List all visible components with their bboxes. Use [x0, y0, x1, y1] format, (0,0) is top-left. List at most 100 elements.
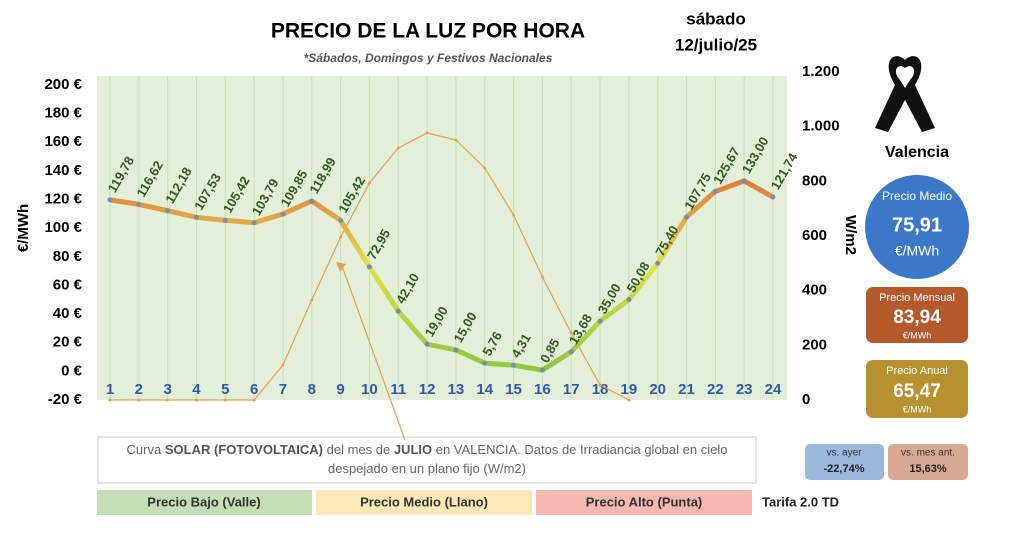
note-text: Curva SOLAR (FOTOVOLTAICA) del mes de JU… — [104, 440, 750, 478]
y-tick-label: 180 € — [44, 105, 82, 122]
price-point — [770, 194, 776, 200]
price-point — [280, 211, 286, 217]
solar-point — [137, 398, 141, 402]
y-axis-label: €/MWh — [15, 204, 32, 252]
y-tick-label: 160 € — [44, 133, 82, 150]
legend-high-text: Precio Alto (Punta) — [586, 494, 703, 509]
day: sábado — [686, 9, 746, 28]
solar-point — [223, 398, 227, 402]
solar-point — [166, 398, 170, 402]
x-tick-label: 6 — [250, 381, 258, 398]
y2-tick-label: 400 — [802, 282, 827, 299]
plot-area — [97, 76, 787, 400]
solar-point — [252, 398, 256, 402]
y-tick-label: 0 € — [61, 362, 83, 379]
y2-tick-label: 800 — [802, 172, 827, 189]
price-point — [712, 188, 718, 194]
vs-month-label: vs. mes ant. — [901, 448, 955, 459]
solar-point — [512, 213, 516, 217]
x-tick-label: 16 — [534, 381, 551, 398]
avg-circle — [865, 175, 969, 279]
note-box — [97, 436, 757, 484]
note-part: en VALENCIA. Datos de Irradiancia global… — [327, 442, 728, 476]
price-point — [193, 214, 199, 220]
solar-point — [598, 383, 602, 387]
legend-mid — [316, 490, 532, 515]
x-tick-label: 18 — [592, 381, 609, 398]
price-point — [453, 347, 459, 353]
x-tick-label: 14 — [476, 381, 493, 398]
x-tick-label: 7 — [279, 381, 287, 398]
legend-low — [97, 490, 312, 515]
vs-month: 15,63% — [909, 463, 947, 475]
price-point — [684, 214, 690, 220]
x-tick-label: 21 — [678, 381, 695, 398]
price-point — [511, 362, 517, 368]
price-point — [539, 367, 545, 373]
y2-tick-label: 0 — [802, 391, 810, 408]
price-point — [136, 201, 142, 207]
y2-axis-label: W/m2 — [842, 215, 859, 255]
y-tick-label: 120 € — [44, 191, 82, 208]
note-part: del mes de — [323, 442, 394, 457]
note: Curva SOLAR (FOTOVOLTAICA) del mes de JU… — [104, 440, 750, 478]
legend-low-text: Precio Bajo (Valle) — [147, 494, 260, 509]
price-point — [338, 217, 344, 223]
price-point — [424, 341, 430, 347]
x-tick-label: 10 — [361, 381, 378, 398]
x-tick-label: 11 — [390, 381, 406, 398]
price-point — [741, 178, 747, 184]
solar-point — [108, 398, 112, 402]
price-point — [165, 208, 171, 214]
month-label: Precio Mensual — [879, 292, 955, 304]
price-point — [251, 220, 257, 226]
x-tick-label: 17 — [563, 381, 580, 398]
solar-point — [367, 181, 371, 185]
vs-day-box — [805, 444, 884, 480]
vs-day: -22,74% — [824, 463, 865, 475]
y-tick-label: 200 € — [44, 76, 82, 93]
year-box — [866, 360, 968, 418]
vs-day-label: vs. ayer — [826, 448, 862, 459]
x-tick-label: 20 — [649, 381, 666, 398]
x-tick-label: 3 — [163, 381, 171, 398]
city: Valencia — [885, 144, 949, 161]
solar-point — [425, 131, 429, 135]
price-point — [107, 197, 113, 203]
year-value: 65,47 — [893, 381, 941, 402]
year-label: Precio Anual — [886, 365, 948, 377]
date: 12/julio/25 — [675, 35, 757, 54]
x-tick-label: 24 — [765, 381, 782, 398]
y2-tick-label: 1.200 — [802, 63, 840, 80]
price-point — [366, 264, 372, 270]
x-tick-label: 15 — [505, 381, 522, 398]
note-part: JULIO — [393, 442, 433, 457]
ribbon-icon — [875, 56, 935, 132]
x-tick-label: 13 — [448, 381, 465, 398]
price-point — [395, 308, 401, 314]
x-tick-label: 12 — [419, 381, 436, 398]
x-tick-label: 2 — [135, 381, 143, 398]
price-line — [109, 178, 775, 373]
solar-point — [454, 138, 458, 142]
price-point — [597, 318, 603, 324]
x-tick-label: 4 — [192, 381, 201, 398]
x-tick-label: 22 — [707, 381, 724, 398]
note-part: SOLAR (FOTOVOLTAICA) — [164, 442, 323, 457]
chart-title: PRECIO DE LA LUZ POR HORA — [271, 20, 585, 43]
y-tick-label: 140 € — [44, 162, 82, 179]
x-tick-label: 19 — [621, 381, 638, 398]
y-tick-label: -20 € — [48, 391, 83, 408]
month-box — [866, 287, 968, 343]
note-part: Curva — [126, 442, 165, 457]
price-point — [626, 297, 632, 303]
solar-point — [483, 166, 487, 170]
solar-point — [569, 331, 573, 335]
avg-label: Precio Medio — [882, 189, 952, 203]
legend-mid-text: Precio Medio (Llano) — [360, 494, 488, 509]
y2-tick-label: 600 — [802, 227, 827, 244]
month-value: 83,94 — [893, 307, 941, 328]
tariff: Tarifa 2.0 TD — [762, 494, 839, 509]
avg-unit: €/MWh — [895, 243, 939, 259]
